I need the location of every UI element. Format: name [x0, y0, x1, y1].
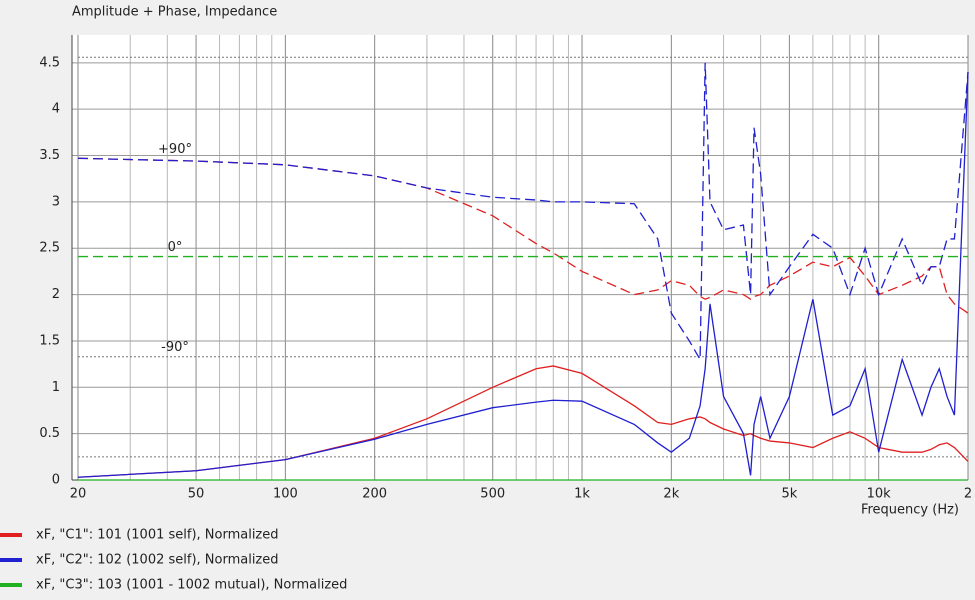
x-tick-label: 2 [964, 487, 972, 502]
y-tick-label: 0 [52, 473, 60, 488]
amplitude-line [77, 72, 969, 478]
y-tick-label: 1 [52, 380, 60, 395]
y-tick-label: 2.5 [39, 241, 60, 256]
legend-label: xF, "C3": 103 (1001 - 1002 mutual), Norm… [36, 578, 347, 593]
y-tick-label: 2 [52, 287, 60, 302]
x-tick-label: 100 [273, 487, 298, 502]
phase-line [77, 62, 969, 362]
x-axis-label: Frequency (Hz) [861, 503, 959, 518]
phase-line [77, 157, 969, 314]
x-tick-label: 2k [663, 487, 679, 502]
x-tick-label: 50 [188, 487, 205, 502]
x-tick-label: 5k [781, 487, 797, 502]
legend-label: xF, "C2": 102 (1002 self), Normalized [36, 553, 279, 568]
y-tick-label: 0.5 [39, 426, 60, 441]
y-tick-label: 1.5 [39, 333, 60, 348]
x-tick-label: 10k [867, 487, 892, 502]
y-tick-label: 4.5 [39, 55, 60, 70]
y-tick-label: 3 [52, 194, 60, 209]
phase-label: -90° [161, 340, 189, 355]
x-tick-label: 500 [480, 487, 505, 502]
legend-label: xF, "C1": 101 (1001 self), Normalized [36, 528, 279, 543]
phase-label: +90° [158, 142, 192, 157]
plot-area [72, 35, 968, 480]
x-tick-label: 20 [70, 487, 87, 502]
phase-label: 0° [168, 240, 183, 255]
y-tick-label: 3.5 [39, 148, 60, 163]
x-tick-label: 200 [362, 487, 387, 502]
chart-title: Amplitude + Phase, Impedance [72, 5, 277, 20]
y-tick-label: 4 [52, 102, 60, 117]
x-tick-label: 1k [574, 487, 590, 502]
